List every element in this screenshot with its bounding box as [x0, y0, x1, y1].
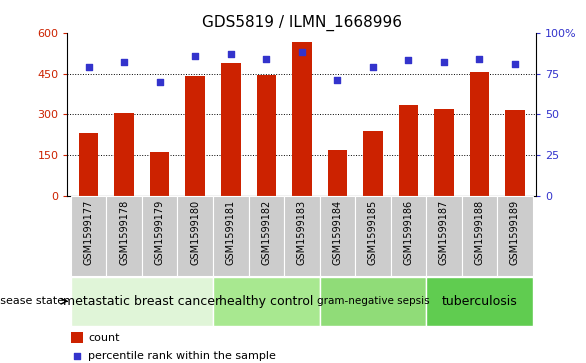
Text: GSM1599182: GSM1599182: [261, 200, 271, 265]
Text: GSM1599186: GSM1599186: [403, 200, 413, 265]
Text: GSM1599183: GSM1599183: [297, 200, 307, 265]
Title: GDS5819 / ILMN_1668996: GDS5819 / ILMN_1668996: [202, 15, 402, 31]
Point: [368, 64, 377, 70]
Text: GSM1599181: GSM1599181: [226, 200, 236, 265]
Point: [155, 79, 165, 85]
Bar: [319, 277, 426, 326]
Point: [439, 59, 448, 65]
Bar: [355, 196, 391, 276]
Point: [261, 56, 271, 62]
Text: healthy control: healthy control: [219, 295, 314, 308]
Point: [190, 53, 200, 58]
Bar: [505, 110, 524, 196]
Bar: [150, 152, 169, 196]
Text: percentile rank within the sample: percentile rank within the sample: [88, 351, 277, 361]
Bar: [107, 196, 142, 276]
Text: GSM1599177: GSM1599177: [84, 200, 94, 265]
Bar: [497, 196, 533, 276]
Bar: [114, 113, 134, 196]
Bar: [213, 196, 248, 276]
Text: GSM1599187: GSM1599187: [439, 200, 449, 265]
Text: tuberculosis: tuberculosis: [441, 295, 517, 308]
Bar: [221, 62, 240, 196]
Bar: [462, 196, 497, 276]
Text: GSM1599179: GSM1599179: [155, 200, 165, 265]
Bar: [363, 131, 383, 196]
Bar: [142, 196, 178, 276]
Bar: [328, 150, 347, 196]
Bar: [178, 196, 213, 276]
Bar: [391, 196, 426, 276]
Bar: [426, 277, 533, 326]
Text: disease state: disease state: [0, 296, 64, 306]
Bar: [398, 105, 418, 196]
Point: [226, 51, 236, 57]
Bar: [284, 196, 319, 276]
Text: metastatic breast cancer: metastatic breast cancer: [63, 295, 220, 308]
Text: count: count: [88, 333, 120, 343]
Text: gram-negative sepsis: gram-negative sepsis: [316, 296, 429, 306]
Text: GSM1599180: GSM1599180: [190, 200, 200, 265]
Bar: [257, 75, 276, 196]
Point: [510, 61, 520, 67]
Bar: [434, 109, 454, 196]
Bar: [213, 277, 319, 326]
Point: [475, 56, 484, 62]
Point: [84, 64, 93, 70]
Bar: [319, 196, 355, 276]
Text: GSM1599189: GSM1599189: [510, 200, 520, 265]
Bar: [79, 133, 98, 196]
Text: GSM1599185: GSM1599185: [368, 200, 378, 265]
Text: GSM1599188: GSM1599188: [474, 200, 485, 265]
Bar: [292, 42, 312, 196]
Bar: [426, 196, 462, 276]
Text: GSM1599184: GSM1599184: [332, 200, 342, 265]
Bar: [469, 72, 489, 196]
Bar: [71, 196, 107, 276]
Point: [404, 57, 413, 63]
Point: [333, 77, 342, 83]
Bar: [248, 196, 284, 276]
Bar: [71, 332, 83, 343]
Text: GSM1599178: GSM1599178: [119, 200, 130, 265]
Point: [297, 49, 306, 55]
Bar: [71, 277, 213, 326]
Bar: [186, 76, 205, 196]
Point: [120, 59, 129, 65]
Point: [72, 353, 81, 359]
